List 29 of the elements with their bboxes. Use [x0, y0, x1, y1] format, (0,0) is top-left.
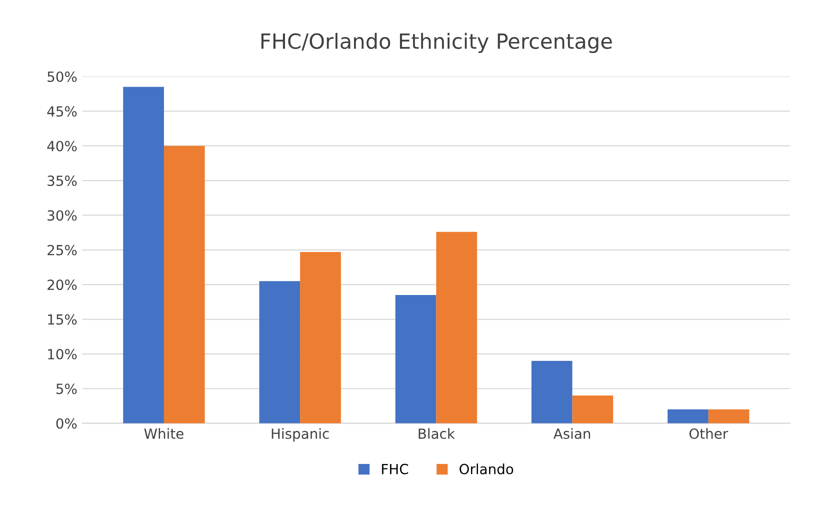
bar: [259, 281, 300, 424]
x-tick-label: Asian: [553, 428, 590, 439]
bar: [708, 409, 750, 424]
bar: [436, 232, 478, 424]
bar: [531, 360, 572, 424]
y-tick-label: 0%: [56, 418, 77, 429]
y-tick-label: 35%: [48, 176, 77, 186]
y-tick-label: 40%: [47, 140, 77, 152]
y-tick-label: 10%: [48, 348, 77, 360]
chart-title: FHC/Orlando Ethnicity Percentage: [261, 32, 612, 54]
x-tick-label: Black: [418, 428, 455, 439]
legend-label: Orlando: [460, 464, 514, 474]
x-tick-label: Other: [689, 428, 728, 439]
y-tick-label: 45%: [47, 106, 77, 117]
y-tick-label: 20%: [48, 280, 77, 290]
bar: [395, 294, 436, 424]
y-tick-label: 50%: [48, 71, 77, 82]
y-tick-label: 25%: [48, 244, 77, 256]
bar: [668, 409, 708, 424]
y-tick-label: 30%: [48, 210, 77, 221]
x-tick-label: Hispanic: [272, 428, 329, 442]
bar: [572, 396, 614, 424]
bar: [123, 86, 164, 424]
legend-label: FHC: [382, 464, 408, 474]
bar: [300, 252, 341, 424]
y-tick-label: 15%: [48, 314, 77, 325]
y-tick-label: 5%: [56, 384, 77, 394]
x-tick-label: White: [144, 428, 184, 439]
bar: [164, 146, 205, 424]
